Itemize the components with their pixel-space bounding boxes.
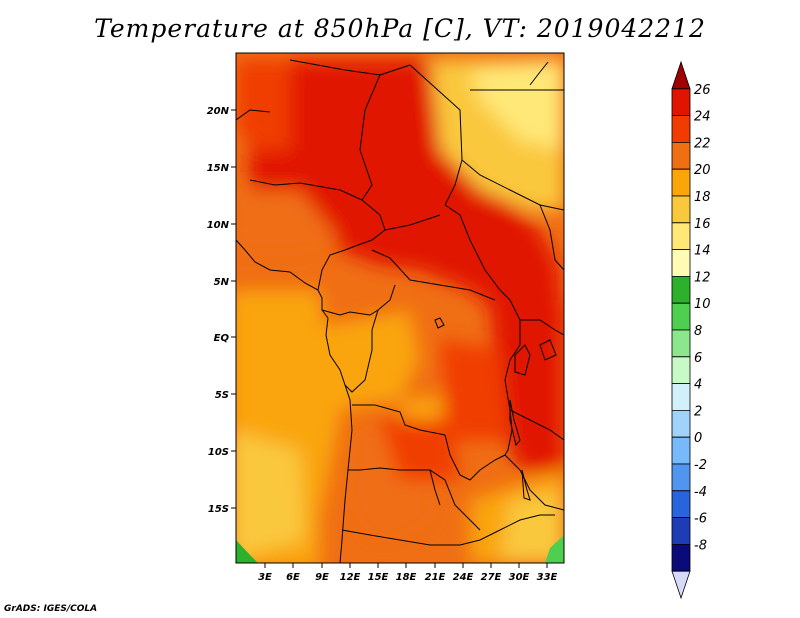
colorbar-label: -8 [694, 538, 707, 553]
lon-label: 21E [425, 572, 446, 583]
lat-label: 15N [207, 163, 230, 174]
colorbar-bin [671, 302, 691, 331]
colorbar-label: 18 [694, 190, 711, 205]
lat-label: 5N [214, 277, 230, 288]
lat-label: 5S [215, 390, 229, 401]
colorbar-bin [671, 436, 691, 465]
colorbar-label: 20 [694, 163, 711, 178]
colorbar-bin [671, 570, 691, 600]
colorbar-label: 26 [694, 83, 711, 98]
colorbar-label: 6 [694, 351, 702, 366]
lon-label: 30E [509, 572, 530, 583]
lat-label: 15S [208, 504, 229, 515]
colorbar-label: 0 [694, 431, 702, 446]
colorbar-bin [671, 249, 691, 277]
map-frame [235, 52, 565, 564]
colorbar-bin [671, 410, 691, 438]
colorbar-bin [671, 88, 691, 116]
colorbar-bin [671, 383, 691, 411]
colorbar-label: -4 [694, 485, 707, 500]
colorbar-label: 8 [694, 324, 702, 339]
colorbar-label: 2 [694, 404, 702, 419]
lon-label: 27E [481, 572, 502, 583]
colorbar-label: 12 [694, 270, 711, 285]
lon-label: 6E [286, 572, 300, 583]
colorbar-bin [671, 329, 691, 358]
lon-label: 15E [368, 572, 389, 583]
colorbar-label: 16 [694, 217, 711, 232]
footer-credit: GrADS: IGES/COLA [4, 604, 98, 614]
colorbar-bin [671, 517, 691, 545]
colorbar-label: 22 [694, 136, 711, 151]
colorbar-label: 24 [694, 110, 711, 125]
colorbar-label: -2 [694, 458, 707, 473]
lat-label: EQ [214, 333, 230, 344]
colorbar-bin [671, 276, 691, 304]
colorbar-label: 4 [694, 378, 702, 393]
colorbar-bin [671, 490, 691, 518]
colorbar-label: 14 [694, 244, 711, 259]
lon-label: 3E [258, 572, 272, 583]
colorbar-bin [671, 142, 691, 170]
lat-label: 10N [207, 220, 230, 231]
longitude-axis: 3E 6E 9E 12E 15E 18E 21E 24E 27E 30E 33E [258, 563, 558, 583]
lon-label: 12E [340, 572, 361, 583]
chart-title: Temperature at 850hPa [C], VT: 201904221… [94, 14, 706, 43]
colorbar-label: -6 [694, 512, 707, 527]
lat-label: 10S [208, 447, 229, 458]
colorbar-bin [671, 463, 691, 492]
latitude-axis: 20N 15N 10N 5N EQ 5S 10S 15S [207, 106, 236, 515]
lon-label: 33E [537, 572, 558, 583]
country-borders [236, 59, 564, 563]
colorbar-bin [671, 195, 691, 224]
temperature-field [236, 53, 564, 563]
colorbar-bin [671, 60, 691, 90]
colorbar-label: 10 [694, 297, 711, 312]
lon-label: 24E [453, 572, 474, 583]
lat-label: 20N [207, 106, 230, 117]
lon-label: 18E [396, 572, 417, 583]
colorbar-bin [671, 115, 691, 143]
colorbar-bin [671, 222, 691, 250]
colorbar-bin [671, 168, 691, 197]
colorbar-bin [671, 356, 691, 384]
lon-label: 9E [315, 572, 329, 583]
colorbar-bin [671, 544, 691, 572]
